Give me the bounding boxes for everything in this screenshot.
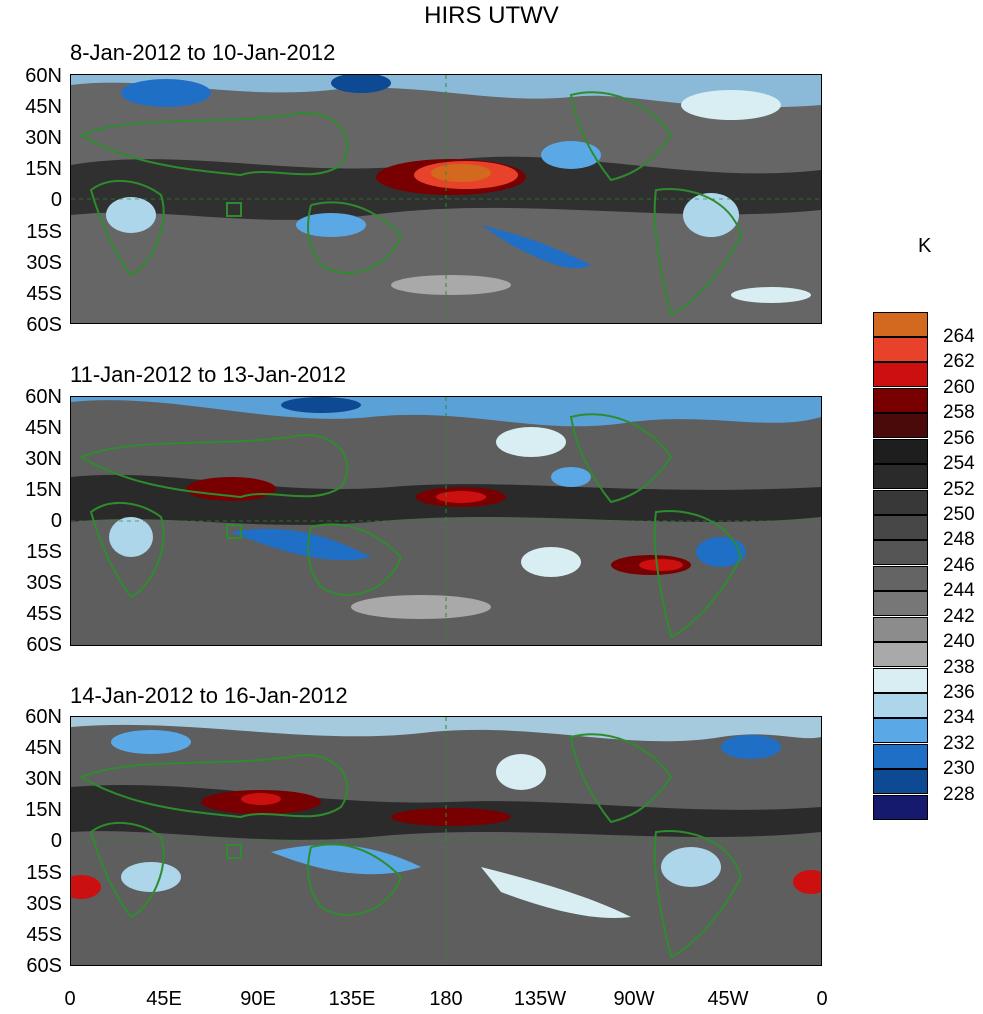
p2-ylabel-30s: 30S [26,572,62,594]
xlabel-0-end: 0 [816,988,828,1010]
p1-ylabel-15n: 15N [25,158,62,180]
colorbar-swatch-5 [873,439,928,464]
colorbar-swatch-0 [873,312,928,337]
p2-ylabel-0: 0 [50,510,62,532]
xlabel-135e: 135E [328,988,376,1010]
map-panel-2-canvas [71,397,821,645]
colorbar-label-244: 244 [943,580,975,601]
colorbar-swatch-10 [873,566,928,591]
xlabel-45e: 45E [146,988,182,1010]
colorbar-label-262: 262 [943,351,975,372]
p2-ylabel-60s: 60S [26,634,62,656]
colorbar-swatch-1 [873,337,928,362]
colorbar-swatch-2 [873,362,928,387]
colorbar-swatch-18 [873,769,928,794]
colorbar-label-232: 232 [943,733,975,754]
colorbar-swatch-11 [873,591,928,616]
p2-ylabel-45n: 45N [25,417,62,439]
colorbar-swatch-15 [873,693,928,718]
colorbar-label-242: 242 [943,606,975,627]
p1-ylabel-45s: 45S [26,283,62,305]
colorbar-label-250: 250 [943,504,975,525]
map-panel-3-canvas [71,717,821,965]
p2-ylabel-45s: 45S [26,603,62,625]
colorbar-label-248: 248 [943,529,975,550]
colorbar-swatch-19 [873,795,928,820]
p2-ylabel-15n: 15N [25,479,62,501]
map-panel-1 [70,74,822,324]
xlabel-90w: 90W [613,988,655,1010]
colorbar-swatch-7 [873,490,928,515]
p3-ylabel-30n: 30N [25,768,62,790]
colorbar-swatch-16 [873,718,928,743]
p3-ylabel-0: 0 [50,830,62,852]
p2-ylabel-15s: 15S [26,541,62,563]
xlabel-135w: 135W [513,988,567,1010]
colorbar-label-254: 254 [943,453,975,474]
p3-ylabel-60s: 60S [26,955,62,977]
p3-ylabel-15s: 15S [26,862,62,884]
xlabel-0: 0 [64,988,76,1010]
colorbar-swatch-8 [873,515,928,540]
colorbar-label-246: 246 [943,555,975,576]
p1-ylabel-15s: 15S [26,221,62,243]
colorbar-unit-label: K [918,235,932,257]
p1-ylabel-45n: 45N [25,96,62,118]
map-panel-2 [70,396,822,646]
colorbar-swatch-6 [873,464,928,489]
panel-1-title: 8-Jan-2012 to 10-Jan-2012 [70,40,336,65]
colorbar-label-240: 240 [943,631,975,652]
p3-ylabel-45n: 45N [25,737,62,759]
colorbar-swatch-17 [873,744,928,769]
colorbar-swatch-3 [873,388,928,413]
colorbar-label-236: 236 [943,682,975,703]
colorbar-swatch-13 [873,642,928,667]
colorbar-label-230: 230 [943,758,975,779]
figure-title: HIRS UTWV [424,2,559,29]
panel-2-title: 11-Jan-2012 to 13-Jan-2012 [70,362,347,387]
colorbar-label-228: 228 [943,784,975,805]
p3-ylabel-60n: 60N [25,706,62,728]
colorbar-swatch-12 [873,617,928,642]
panel-3-title: 14-Jan-2012 to 16-Jan-2012 [70,683,348,708]
p1-ylabel-30n: 30N [25,127,62,149]
colorbar-swatch-4 [873,413,928,438]
p2-ylabel-30n: 30N [25,448,62,470]
colorbar-label-252: 252 [943,479,975,500]
map-panel-3 [70,716,822,966]
p1-ylabel-0: 0 [50,189,62,211]
colorbar-label-260: 260 [943,377,975,398]
xlabel-45w: 45W [707,988,749,1010]
p3-ylabel-15n: 15N [25,799,62,821]
xlabel-90e: 90E [240,988,276,1010]
colorbar-label-256: 256 [943,428,975,449]
p3-ylabel-45s: 45S [26,924,62,946]
colorbar-swatch-14 [873,668,928,693]
p3-ylabel-30s: 30S [26,893,62,915]
p2-ylabel-60n: 60N [25,386,62,408]
colorbar-label-238: 238 [943,657,975,678]
p1-ylabel-60s: 60S [26,314,62,336]
map-panel-1-canvas [71,75,821,323]
colorbar-label-264: 264 [943,326,975,347]
colorbar-label-234: 234 [943,707,975,728]
xlabel-180: 180 [429,988,463,1010]
colorbar-swatch-9 [873,540,928,565]
colorbar-label-258: 258 [943,402,975,423]
p1-ylabel-60n: 60N [25,65,62,87]
p1-ylabel-30s: 30S [26,252,62,274]
